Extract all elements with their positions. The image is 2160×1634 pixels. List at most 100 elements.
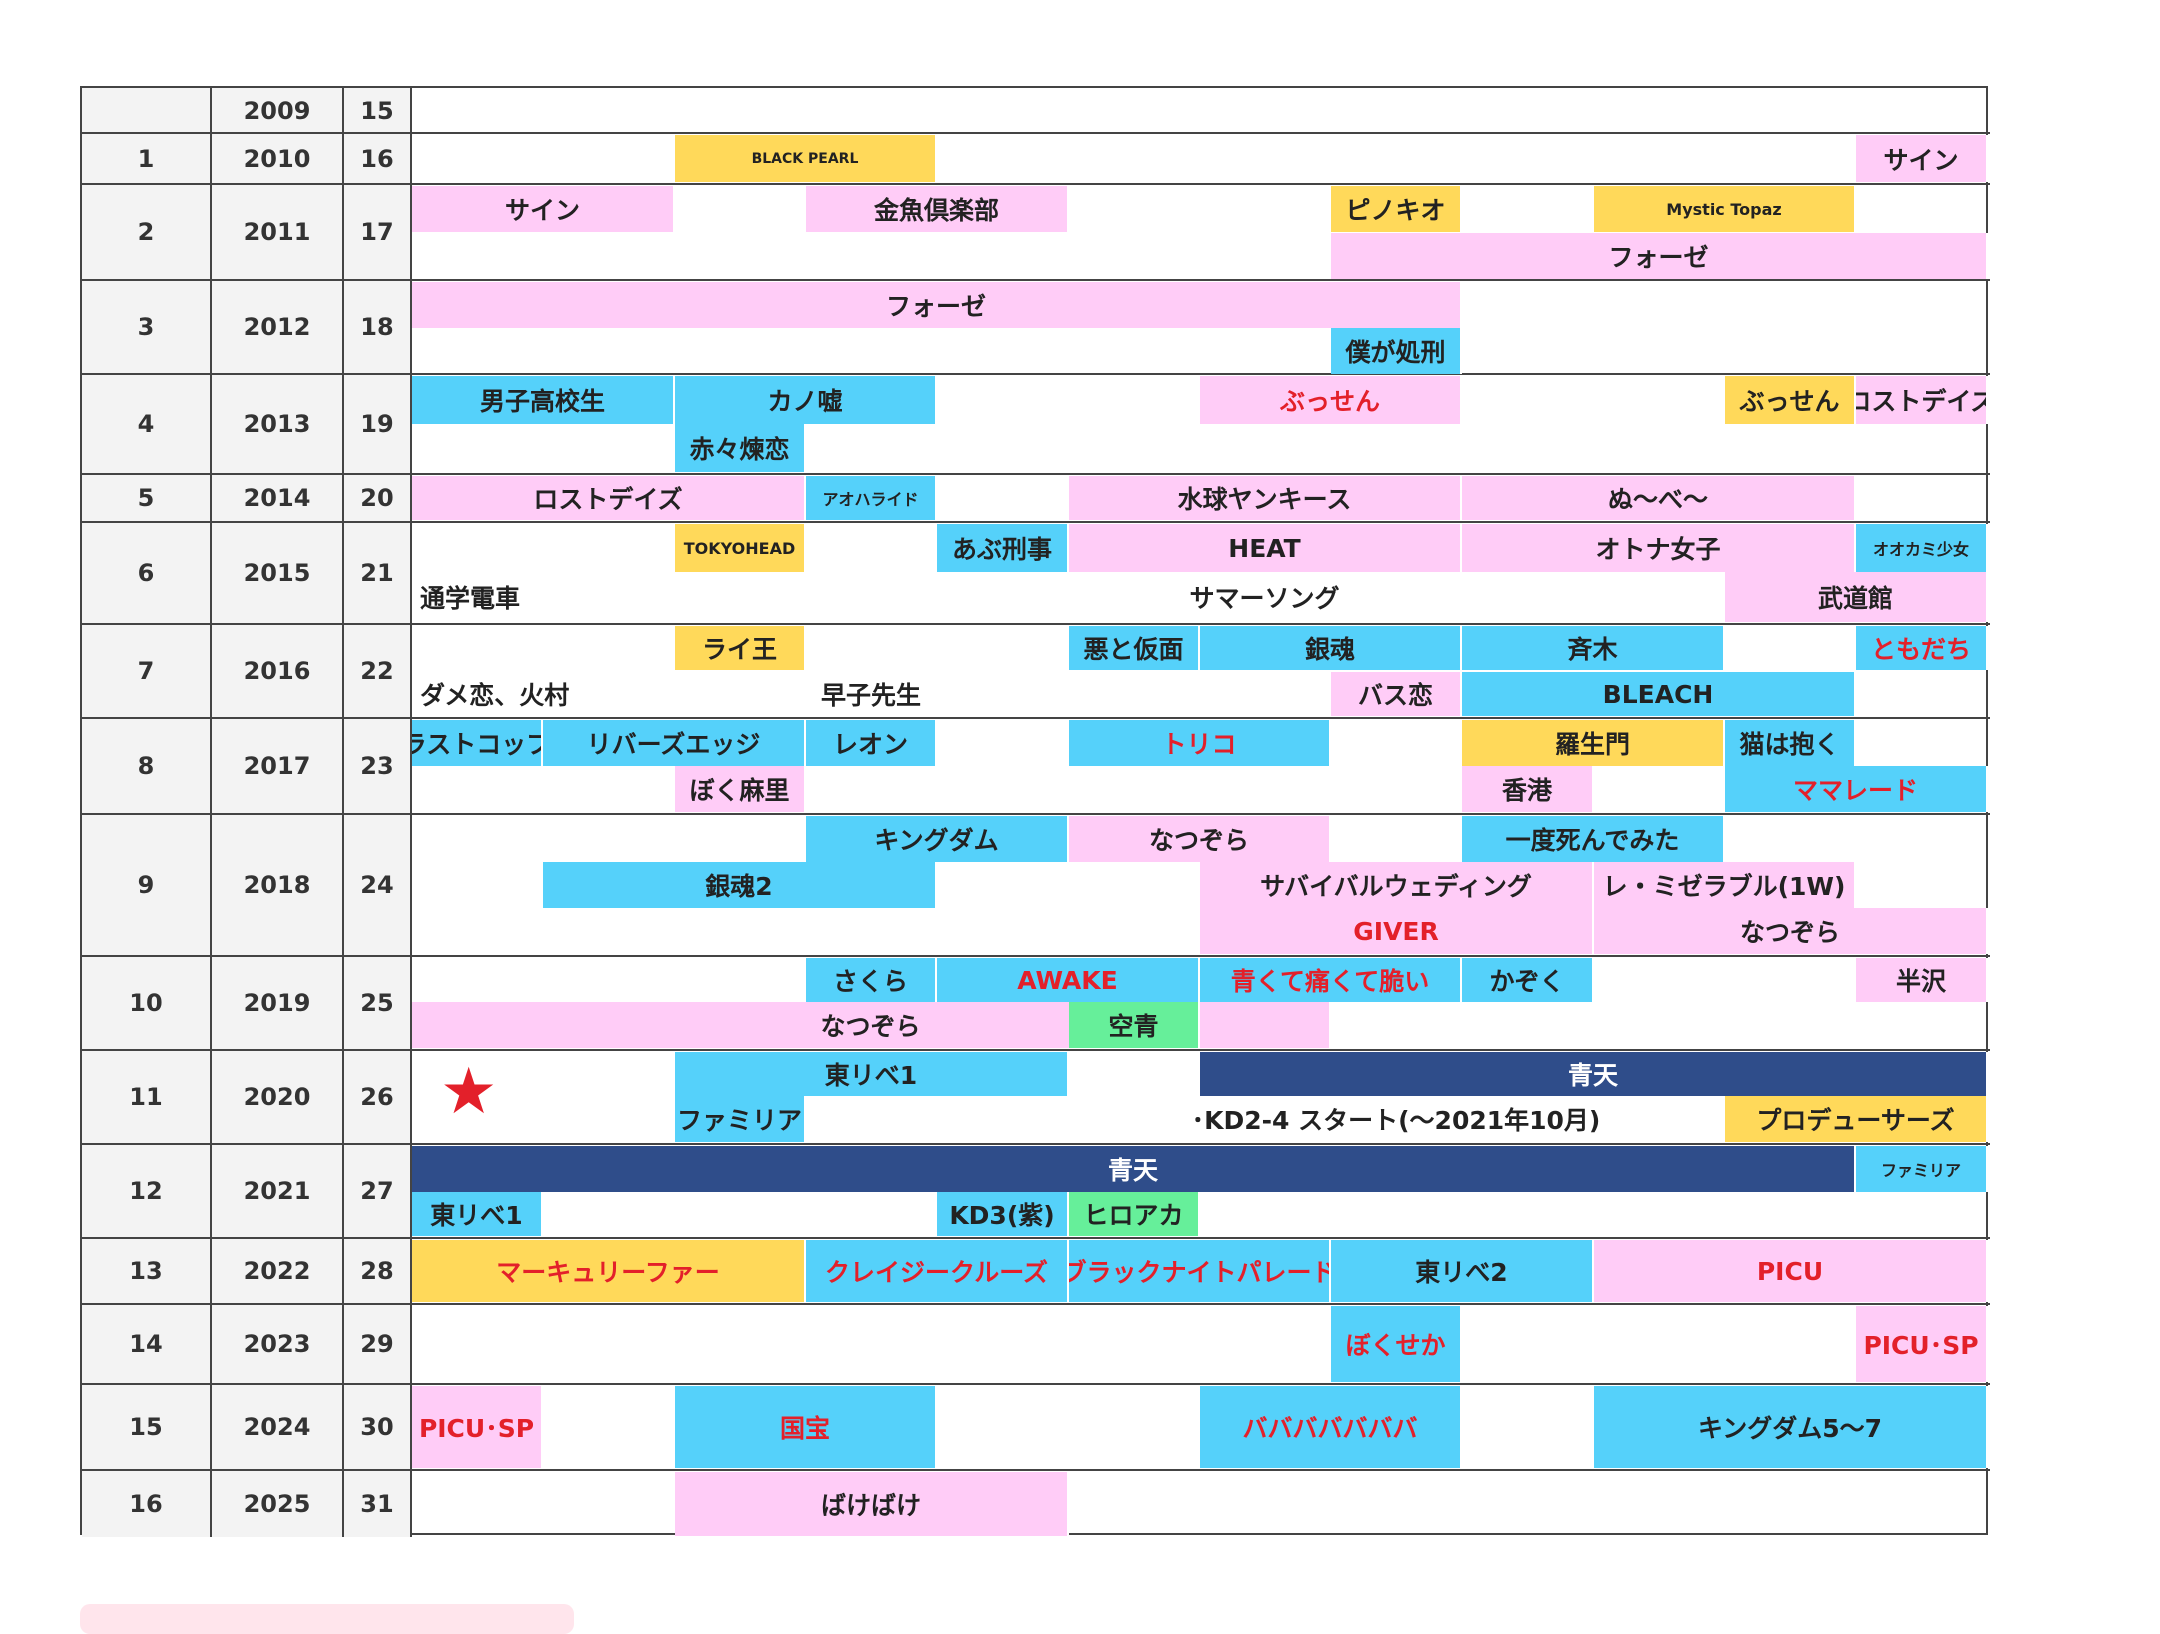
timeline-bar[interactable]: 銀魂 [1200,626,1462,670]
timeline-bar[interactable]: ダメ恋、火村 [412,672,806,716]
header-age-cell: 30 [344,1384,412,1470]
timeline-bar[interactable]: なつぞら [1069,816,1331,862]
timeline-bar[interactable]: 銀魂2 [543,862,937,908]
header-year-cell: 2017 [212,718,344,814]
header-idx-cell: 6 [82,522,212,624]
timeline-bar[interactable]: ともだち [1856,626,1988,670]
timeline-bar[interactable]: ぶっせん [1725,376,1856,424]
timeline-bar[interactable]: ばけばけ [675,1472,1069,1536]
timeline-bar[interactable]: 悪と仮面 [1069,626,1200,670]
timeline-bar[interactable]: PICU [1594,1240,1988,1302]
timeline-bar[interactable]: オトナ女子 [1462,524,1856,572]
timeline-bar[interactable]: 羅生門 [1462,720,1725,766]
timeline-bar[interactable]: ライ王 [675,626,806,670]
header-age-cell: 22 [344,624,412,718]
timeline-bar[interactable]: 僕が処刑 [1331,328,1462,374]
timeline-bar[interactable]: アオハライド [806,476,937,520]
timeline-bar[interactable]: BLEACH [1462,672,1856,716]
timeline-bar[interactable]: HEAT [1069,524,1462,572]
timeline-bar[interactable]: 東リべ2 [1331,1240,1594,1302]
timeline-bar[interactable]: 一度死んでみた [1462,816,1725,862]
header-year-cell: 2015 [212,522,344,624]
timeline-bar[interactable]: AWAKE [937,958,1200,1002]
timeline-bar[interactable]: クレイジークルーズ [806,1240,1069,1302]
timeline-bar[interactable]: 青くて痛くて脆い [1200,958,1462,1002]
timeline-bar[interactable]: 斉木 [1462,626,1725,670]
header-idx-cell: 11 [82,1050,212,1144]
timeline-bar[interactable]: キングダム5〜7 [1594,1386,1988,1468]
timeline-bar[interactable]: 東リべ1 [412,1192,543,1236]
timeline-bar[interactable]: 金魚倶楽部 [806,186,1069,232]
timeline-bar[interactable]: バババババババ [1200,1386,1462,1468]
timeline-bar[interactable]: サイン [1856,135,1988,182]
timeline-bar[interactable]: ぼくせか [1331,1306,1462,1382]
timeline-bar[interactable]: ぶっせん [1200,376,1462,424]
timeline-bar[interactable]: 空青 [1069,1002,1200,1048]
header-age-cell: 24 [344,814,412,956]
timeline-bar[interactable]: 通学電車 [412,572,806,622]
timeline-bar[interactable]: 青天 [1200,1052,1988,1096]
timeline-bar[interactable]: レオン [806,720,937,766]
timeline-bar[interactable]: サマーソング [1069,572,1462,622]
header-idx-cell: 12 [82,1144,212,1238]
timeline-bar[interactable]: TOKYOHEAD [675,524,806,572]
timeline-bar[interactable]: キングダム [806,816,1069,862]
timeline-bar[interactable]: フォーゼ [412,282,1462,328]
timeline-bar[interactable]: リバーズエッジ [543,720,806,766]
timeline-bar[interactable]: 水球ヤンキース [1069,476,1462,520]
timeline-bar[interactable]: サイン [412,186,675,232]
timeline-bar[interactable]: ファミリア [1856,1146,1988,1192]
timeline-bar[interactable]: 猫は抱く [1725,720,1856,766]
timeline-bar[interactable]: ママレード [1725,766,1988,812]
timeline-bar[interactable]: マーキュリーファー [412,1240,806,1302]
timeline-bar[interactable]: バス恋 [1331,672,1462,716]
header-idx-cell: 14 [82,1304,212,1384]
timeline-bar[interactable]: ロストデイズ [412,476,806,520]
timeline-bar[interactable]: さくら [806,958,937,1002]
timeline-bar[interactable]: BLACK PEARL [675,135,937,182]
timeline-bar[interactable]: カノ嘘 [675,376,937,424]
header-year-cell: 2012 [212,280,344,374]
header-age-cell: 27 [344,1144,412,1238]
header-idx-cell: 4 [82,374,212,474]
timeline-bar[interactable]: ぬ〜べ〜 [1462,476,1856,520]
timeline-bar[interactable]: KD3(紫) [937,1192,1069,1236]
timeline-bar[interactable]: PICU･SP [1856,1306,1988,1382]
timeline-bar[interactable]: PICU･SP [412,1386,543,1468]
timeline-bar[interactable]: 男子高校生 [412,376,675,424]
timeline-bar[interactable]: かぞく [1462,958,1594,1002]
header-year-cell: 2014 [212,474,344,522]
timeline-bar[interactable]: ピノキオ [1331,186,1462,232]
timeline-bar[interactable]: 香港 [1462,766,1594,812]
timeline-bar[interactable]: 国宝 [675,1386,937,1468]
timeline-bar[interactable]: ヒロアカ [1069,1192,1200,1236]
timeline-bar[interactable]: ラストコップ [412,720,543,766]
timeline-bar[interactable]: トリコ [1069,720,1331,766]
timeline-bar[interactable]: GIVER [1200,908,1594,954]
timeline-bar[interactable]: ･KD2-4 スタート(〜2021年10月) [1069,1096,1725,1142]
row-divider [82,955,1990,957]
timeline-bar[interactable]: 早子先生 [675,672,1069,716]
timeline-bar[interactable]: 東リべ1 [675,1052,1069,1096]
header-age-cell: 31 [344,1470,412,1537]
timeline-bar[interactable]: 青天 [412,1146,1856,1192]
timeline-bar[interactable]: オオカミ少女 [1856,524,1988,572]
timeline-bar[interactable]: 赤々煉恋 [675,424,806,472]
timeline-bar[interactable]: プロデューサーズ [1725,1096,1988,1142]
timeline-bar[interactable]: 半沢 [1856,958,1988,1002]
timeline-bar[interactable]: ロストデイズ [1856,376,1988,424]
header-year-cell: 2013 [212,374,344,474]
timeline-bar[interactable]: レ・ミゼラブル(1W) [1594,862,1856,908]
timeline-bar[interactable]: あぶ刑事 [937,524,1069,572]
bottom-tab[interactable] [80,1604,574,1634]
row-divider [82,473,1990,475]
timeline-bar[interactable]: Mystic Topaz [1594,186,1856,232]
header-idx-cell: 7 [82,624,212,718]
timeline-bar[interactable]: 武道館 [1725,572,1988,622]
timeline-bar[interactable]: なつぞら [1594,908,1988,954]
timeline-bar[interactable]: ファミリア [675,1096,806,1142]
timeline-bar[interactable]: ぼく麻里 [675,766,806,812]
timeline-bar[interactable]: サバイバルウェディング [1200,862,1594,908]
timeline-bar[interactable]: フォーゼ [1331,233,1988,279]
timeline-bar[interactable]: ブラックナイトパレード [1069,1240,1331,1302]
